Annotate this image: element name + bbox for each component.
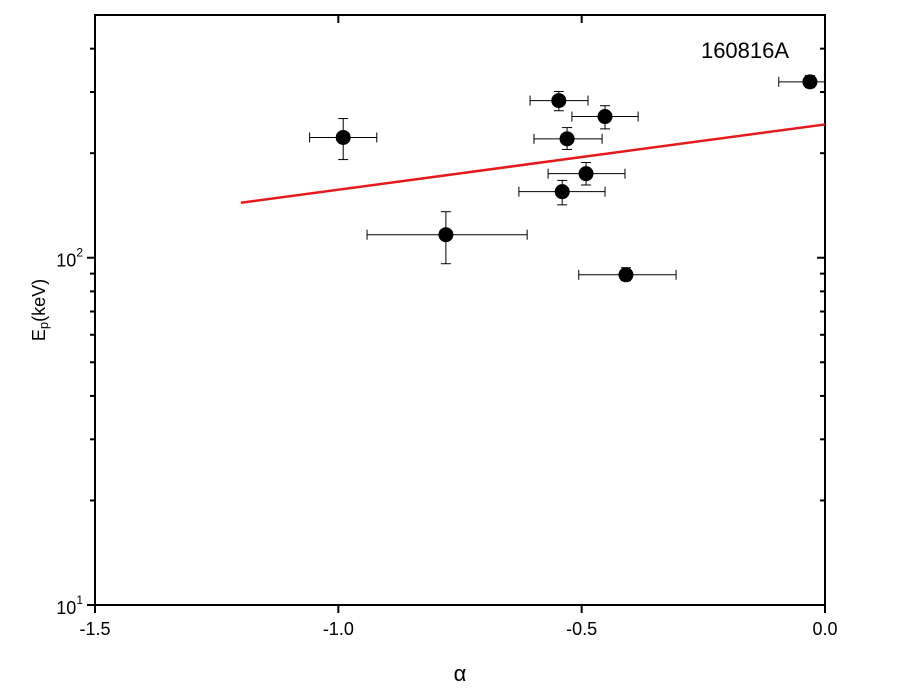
data-point — [438, 227, 454, 243]
x-tick-label: -1.0 — [323, 619, 354, 639]
annotation: 160816A — [701, 38, 789, 63]
x-tick-label: 0.0 — [812, 619, 837, 639]
data-point — [618, 267, 634, 283]
y-tick-label: 101 — [56, 593, 83, 618]
y-tick-base: 10 — [56, 250, 76, 270]
data-point — [802, 74, 818, 90]
data-point — [551, 93, 567, 109]
x-tick-label: -1.5 — [79, 619, 110, 639]
y-tick-exponent: 1 — [76, 593, 83, 607]
x-axis-label: α — [454, 661, 467, 686]
data-point — [559, 131, 575, 147]
x-tick-label: -0.5 — [566, 619, 597, 639]
y-label-main: E — [29, 329, 49, 341]
data-point — [597, 109, 613, 125]
y-label-unit: (keV) — [29, 279, 49, 322]
y-tick-base: 10 — [56, 598, 76, 618]
fit-line — [240, 123, 826, 204]
y-axis-label: Ep(keV) — [29, 279, 52, 341]
data-point — [554, 184, 570, 200]
data-point — [335, 129, 351, 145]
y-label-sub: p — [36, 322, 51, 329]
plot-frame — [94, 14, 826, 606]
y-tick-exponent: 2 — [76, 246, 83, 260]
data-point — [578, 166, 594, 182]
y-tick-label: 102 — [56, 246, 83, 271]
